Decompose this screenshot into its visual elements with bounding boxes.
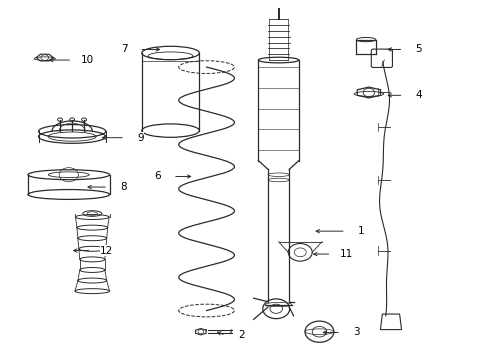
- Text: 8: 8: [120, 182, 127, 192]
- Text: 3: 3: [353, 327, 360, 337]
- Text: 9: 9: [137, 133, 144, 143]
- Text: 2: 2: [238, 330, 245, 340]
- Text: 11: 11: [340, 249, 353, 259]
- Text: 5: 5: [416, 45, 422, 54]
- Text: 10: 10: [81, 55, 94, 65]
- Text: 7: 7: [121, 45, 127, 54]
- Text: 1: 1: [358, 226, 365, 236]
- Text: 4: 4: [416, 90, 422, 100]
- Text: 12: 12: [100, 246, 113, 256]
- Text: 6: 6: [154, 171, 161, 181]
